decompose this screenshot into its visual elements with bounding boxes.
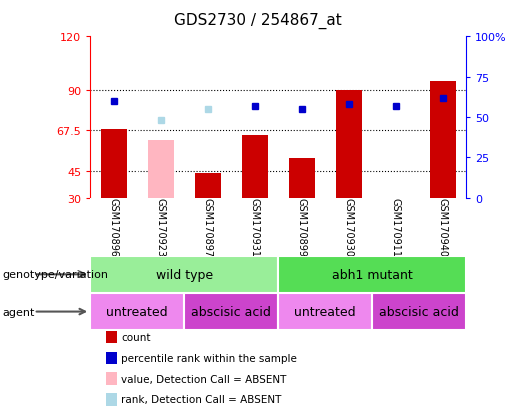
Text: GSM170923: GSM170923 bbox=[156, 198, 166, 256]
Text: GSM170940: GSM170940 bbox=[438, 198, 448, 256]
Text: abscisic acid: abscisic acid bbox=[191, 305, 271, 318]
Bar bbox=[90, 293, 184, 330]
Bar bbox=[101, 129, 127, 198]
Bar bbox=[278, 293, 372, 330]
Bar bbox=[336, 91, 362, 198]
Text: GSM170896: GSM170896 bbox=[109, 198, 118, 256]
Bar bbox=[372, 293, 466, 330]
Text: value, Detection Call = ABSENT: value, Detection Call = ABSENT bbox=[121, 374, 286, 384]
Bar bbox=[242, 135, 267, 198]
Text: untreated: untreated bbox=[294, 305, 356, 318]
Text: wild type: wild type bbox=[156, 268, 213, 281]
Text: abh1 mutant: abh1 mutant bbox=[332, 268, 413, 281]
Text: rank, Detection Call = ABSENT: rank, Detection Call = ABSENT bbox=[121, 394, 281, 404]
Text: GSM170930: GSM170930 bbox=[344, 198, 354, 256]
Text: percentile rank within the sample: percentile rank within the sample bbox=[121, 353, 297, 363]
Bar bbox=[90, 256, 278, 293]
Text: genotype/variation: genotype/variation bbox=[3, 270, 109, 280]
Text: GDS2730 / 254867_at: GDS2730 / 254867_at bbox=[174, 12, 341, 28]
Text: agent: agent bbox=[3, 307, 35, 317]
Text: GSM170911: GSM170911 bbox=[390, 198, 401, 256]
Bar bbox=[430, 82, 455, 198]
Text: GSM170931: GSM170931 bbox=[250, 198, 260, 256]
Bar bbox=[289, 159, 315, 198]
Text: GSM170899: GSM170899 bbox=[297, 198, 306, 256]
Bar bbox=[148, 141, 174, 198]
Text: GSM170897: GSM170897 bbox=[202, 198, 213, 256]
Bar bbox=[278, 256, 466, 293]
Bar bbox=[195, 173, 220, 198]
Text: count: count bbox=[121, 332, 150, 342]
Text: abscisic acid: abscisic acid bbox=[379, 305, 459, 318]
Bar bbox=[184, 293, 278, 330]
Text: untreated: untreated bbox=[106, 305, 168, 318]
